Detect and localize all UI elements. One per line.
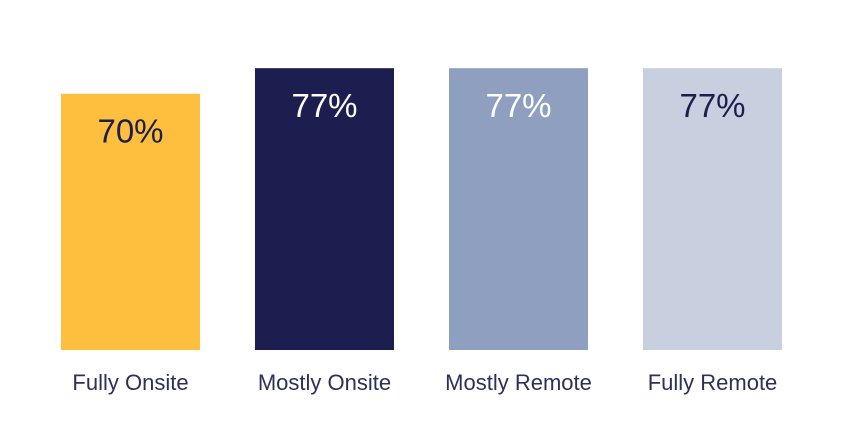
bar xyxy=(643,68,782,351)
value-label: 77% xyxy=(679,87,745,124)
bar xyxy=(449,68,588,351)
x-tick-label: Fully Remote xyxy=(648,370,778,395)
x-tick-label: Fully Onsite xyxy=(72,370,188,395)
value-label: 77% xyxy=(485,87,551,124)
bar xyxy=(255,68,394,351)
x-tick-label: Mostly Remote xyxy=(445,370,592,395)
bar xyxy=(61,93,200,351)
value-label: 77% xyxy=(291,87,357,124)
value-label: 70% xyxy=(97,113,163,150)
x-tick-label: Mostly Onsite xyxy=(258,370,391,395)
